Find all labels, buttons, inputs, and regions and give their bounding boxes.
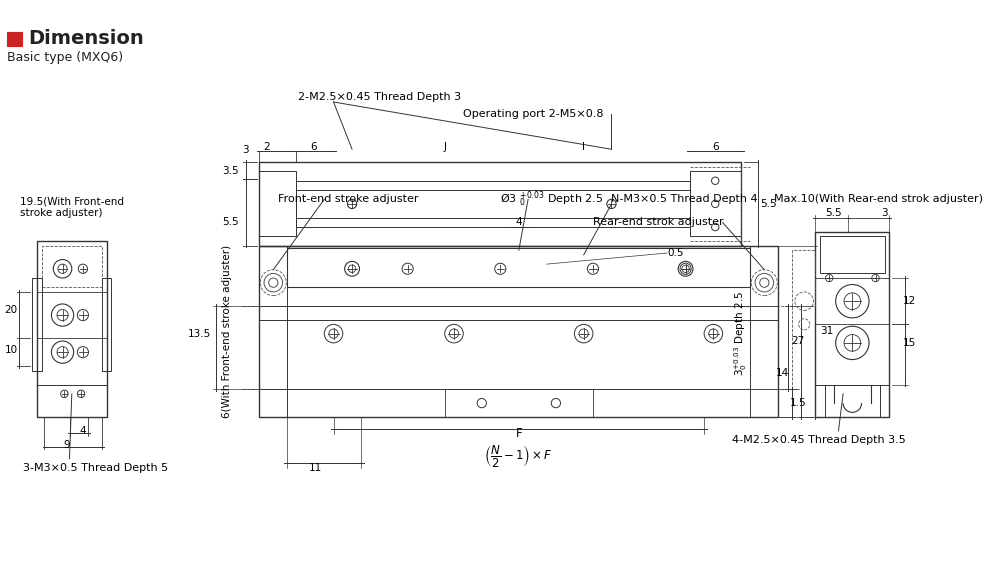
Text: $\left(\dfrac{N}{2}-1\right)\times F$: $\left(\dfrac{N}{2}-1\right)\times F$ xyxy=(484,443,553,469)
Text: 3: 3 xyxy=(243,145,249,155)
Bar xyxy=(296,190,690,218)
Bar xyxy=(41,246,102,288)
Bar xyxy=(7,31,22,47)
Bar xyxy=(445,389,593,417)
Bar xyxy=(32,278,41,371)
Bar xyxy=(102,278,111,371)
Text: 6(With Front-end stroke adjuster): 6(With Front-end stroke adjuster) xyxy=(222,245,232,418)
Text: 12: 12 xyxy=(903,296,916,306)
Text: 14: 14 xyxy=(776,368,789,378)
Bar xyxy=(820,236,885,274)
Text: 19.5(With Front-end
stroke adjuster): 19.5(With Front-end stroke adjuster) xyxy=(20,196,124,218)
Text: 6: 6 xyxy=(712,143,719,152)
Bar xyxy=(260,172,296,236)
Text: Front-end stroke adjuster: Front-end stroke adjuster xyxy=(278,194,419,204)
Bar xyxy=(690,172,741,236)
Text: 6: 6 xyxy=(310,143,316,152)
Text: I: I xyxy=(582,143,585,152)
Bar xyxy=(287,249,750,288)
Text: 27: 27 xyxy=(790,336,805,346)
Text: $3^{+0.03}_{0}$ Depth 2.5: $3^{+0.03}_{0}$ Depth 2.5 xyxy=(732,291,749,376)
Text: Dimension: Dimension xyxy=(28,30,144,48)
Bar xyxy=(816,232,889,417)
Text: 10: 10 xyxy=(5,345,18,355)
Text: Operating port 2-M5×0.8: Operating port 2-M5×0.8 xyxy=(463,109,604,119)
Text: Rear-end strok adjuster: Rear-end strok adjuster xyxy=(593,218,724,228)
Text: 15: 15 xyxy=(903,338,916,348)
Text: 2: 2 xyxy=(264,143,270,152)
Text: Max.10(With Rear-end strok adjuster): Max.10(With Rear-end strok adjuster) xyxy=(773,194,983,204)
Text: 5.5: 5.5 xyxy=(223,218,239,228)
Bar xyxy=(37,241,107,417)
Bar xyxy=(296,181,690,227)
Text: 3.5: 3.5 xyxy=(223,166,239,176)
Text: 0.5: 0.5 xyxy=(667,248,684,258)
Text: J: J xyxy=(443,143,446,152)
Bar xyxy=(825,385,880,417)
Text: 5.5: 5.5 xyxy=(759,199,776,209)
Text: 20: 20 xyxy=(5,306,18,315)
Text: 5.5: 5.5 xyxy=(826,208,842,218)
Text: 3: 3 xyxy=(881,208,888,218)
Text: 1.5: 1.5 xyxy=(789,398,806,408)
Bar xyxy=(260,246,778,417)
Text: 13.5: 13.5 xyxy=(188,329,211,339)
Text: F: F xyxy=(516,427,523,440)
Text: N-M3×0.5 Thread Depth 4: N-M3×0.5 Thread Depth 4 xyxy=(611,194,758,204)
Text: 4: 4 xyxy=(80,426,86,436)
Text: Ø3 $^{+0.03}_{0}$ Depth 2.5: Ø3 $^{+0.03}_{0}$ Depth 2.5 xyxy=(500,190,603,209)
Text: 9: 9 xyxy=(63,440,70,450)
Text: 11: 11 xyxy=(308,463,321,473)
Text: 31: 31 xyxy=(820,327,833,336)
Bar xyxy=(793,250,816,306)
Text: 4-M2.5×0.45 Thread Depth 3.5: 4-M2.5×0.45 Thread Depth 3.5 xyxy=(732,435,905,445)
Text: Basic type (MXQ6): Basic type (MXQ6) xyxy=(7,51,124,64)
Text: 3-M3×0.5 Thread Depth 5: 3-M3×0.5 Thread Depth 5 xyxy=(23,463,168,473)
Text: 2-M2.5×0.45 Thread Depth 3: 2-M2.5×0.45 Thread Depth 3 xyxy=(298,93,461,102)
Text: 4: 4 xyxy=(516,218,523,228)
Bar xyxy=(260,162,741,246)
